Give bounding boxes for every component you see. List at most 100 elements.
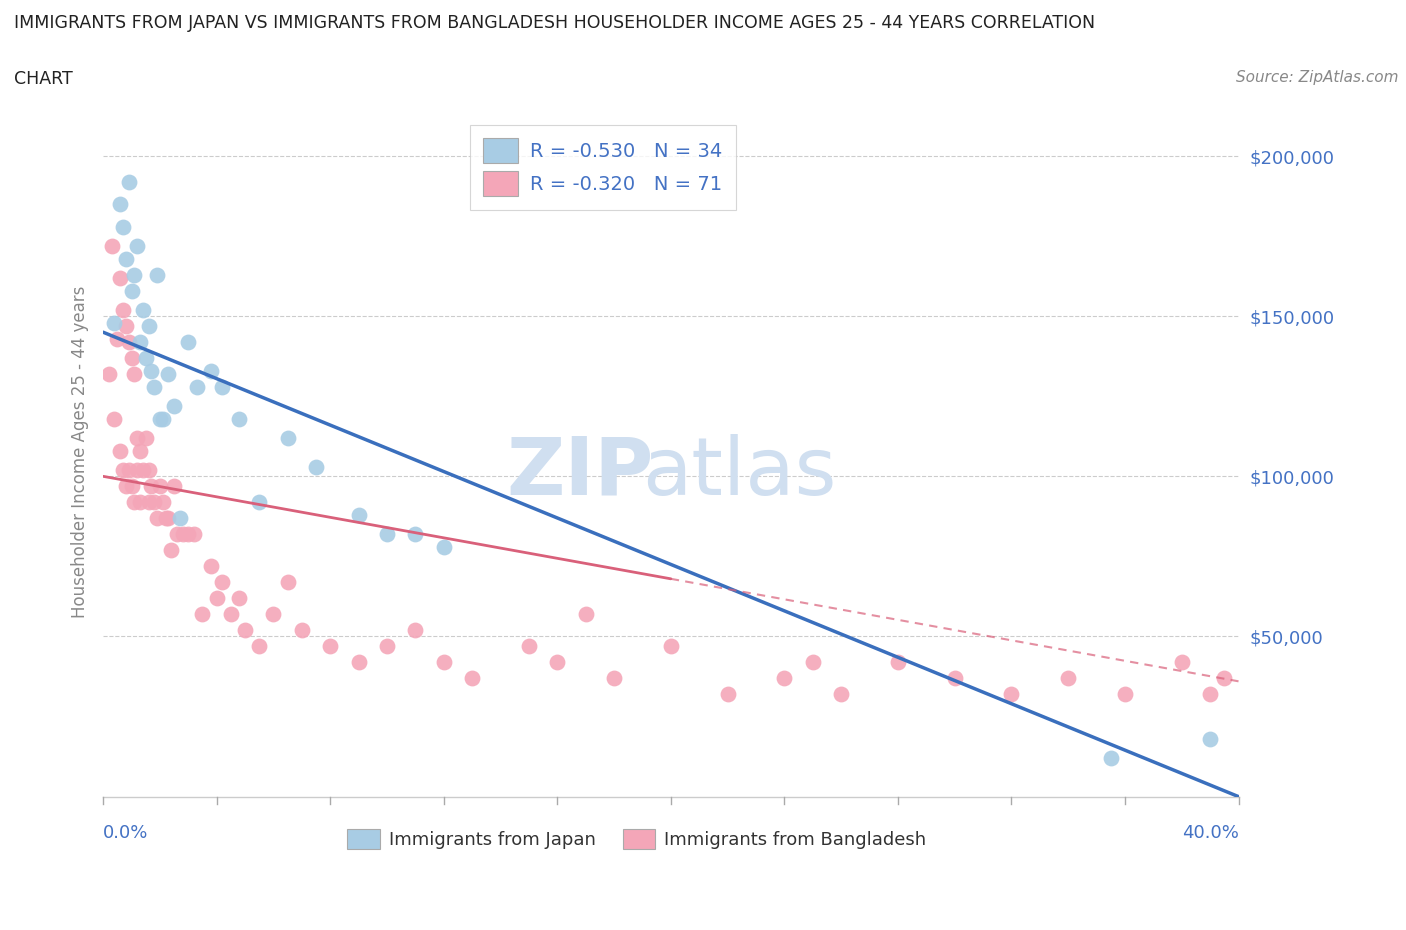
Point — [228, 411, 250, 426]
Point — [152, 495, 174, 510]
Text: Source: ZipAtlas.com: Source: ZipAtlas.com — [1236, 70, 1399, 85]
Text: 40.0%: 40.0% — [1181, 824, 1239, 843]
Point — [233, 622, 256, 637]
Point — [143, 495, 166, 510]
Point — [262, 606, 284, 621]
Point — [211, 575, 233, 590]
Point — [177, 526, 200, 541]
Point — [108, 444, 131, 458]
Point — [277, 575, 299, 590]
Point — [108, 271, 131, 286]
Point — [247, 639, 270, 654]
Point — [135, 431, 157, 445]
Point — [138, 318, 160, 333]
Point — [172, 526, 194, 541]
Point — [138, 495, 160, 510]
Point — [228, 591, 250, 605]
Point — [127, 431, 149, 445]
Point — [211, 379, 233, 394]
Point — [129, 495, 152, 510]
Point — [191, 606, 214, 621]
Point — [1099, 751, 1122, 765]
Point — [830, 686, 852, 701]
Point — [121, 351, 143, 365]
Point — [111, 462, 134, 477]
Point — [97, 366, 120, 381]
Point — [659, 639, 682, 654]
Point — [138, 462, 160, 477]
Point — [1114, 686, 1136, 701]
Point — [1171, 655, 1194, 670]
Point — [200, 559, 222, 574]
Point — [186, 379, 208, 394]
Point — [146, 267, 169, 282]
Point — [1213, 671, 1236, 685]
Point — [124, 495, 146, 510]
Point — [114, 479, 136, 494]
Point — [149, 411, 172, 426]
Point — [1057, 671, 1080, 685]
Point — [114, 251, 136, 266]
Legend: Immigrants from Japan, Immigrants from Bangladesh: Immigrants from Japan, Immigrants from B… — [340, 822, 934, 857]
Point — [157, 366, 180, 381]
Point — [146, 511, 169, 525]
Point — [141, 364, 163, 379]
Point — [716, 686, 738, 701]
Point — [108, 196, 131, 211]
Point — [517, 639, 540, 654]
Point — [118, 335, 141, 350]
Point — [124, 267, 146, 282]
Point — [575, 606, 598, 621]
Point — [111, 302, 134, 317]
Text: atlas: atlas — [641, 434, 837, 512]
Point — [183, 526, 205, 541]
Point — [132, 462, 155, 477]
Point — [1199, 686, 1222, 701]
Text: 0.0%: 0.0% — [103, 824, 149, 843]
Point — [103, 411, 125, 426]
Point — [105, 331, 128, 346]
Point — [943, 671, 966, 685]
Point — [129, 335, 152, 350]
Point — [305, 459, 328, 474]
Point — [163, 398, 186, 413]
Point — [177, 335, 200, 350]
Point — [603, 671, 626, 685]
Point — [169, 511, 191, 525]
Point — [319, 639, 342, 654]
Point — [149, 479, 172, 494]
Point — [160, 542, 183, 557]
Point — [121, 479, 143, 494]
Point — [103, 315, 125, 330]
Point — [461, 671, 484, 685]
Point — [100, 238, 122, 253]
Point — [118, 174, 141, 189]
Text: CHART: CHART — [14, 70, 73, 87]
Point — [219, 606, 242, 621]
Point — [546, 655, 568, 670]
Point — [375, 639, 398, 654]
Point — [375, 526, 398, 541]
Point — [433, 539, 456, 554]
Point — [1000, 686, 1022, 701]
Text: ZIP: ZIP — [506, 434, 654, 512]
Point — [152, 411, 174, 426]
Point — [166, 526, 188, 541]
Point — [127, 238, 149, 253]
Point — [143, 379, 166, 394]
Point — [200, 364, 222, 379]
Point — [347, 508, 370, 523]
Text: IMMIGRANTS FROM JAPAN VS IMMIGRANTS FROM BANGLADESH HOUSEHOLDER INCOME AGES 25 -: IMMIGRANTS FROM JAPAN VS IMMIGRANTS FROM… — [14, 14, 1095, 32]
Point — [111, 219, 134, 234]
Point — [347, 655, 370, 670]
Point — [157, 511, 180, 525]
Point — [132, 302, 155, 317]
Point — [773, 671, 796, 685]
Point — [155, 511, 177, 525]
Point — [114, 318, 136, 333]
Point — [141, 479, 163, 494]
Point — [277, 431, 299, 445]
Point — [118, 462, 141, 477]
Point — [1199, 732, 1222, 747]
Y-axis label: Householder Income Ages 25 - 44 years: Householder Income Ages 25 - 44 years — [72, 286, 89, 618]
